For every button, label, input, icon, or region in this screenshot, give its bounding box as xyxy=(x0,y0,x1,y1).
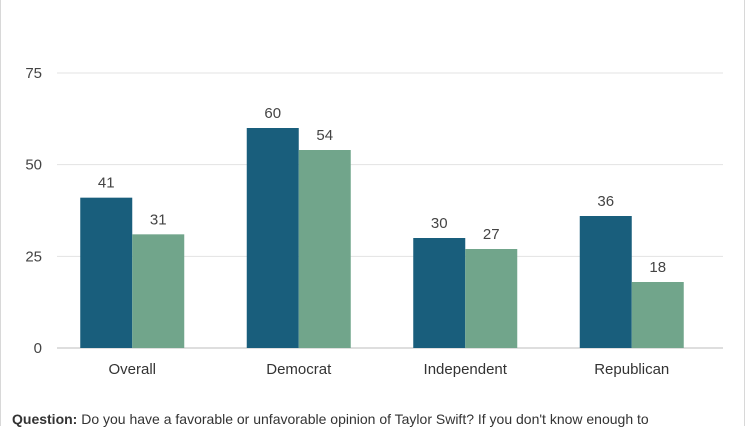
y-tick-label: 50 xyxy=(25,157,42,174)
bar xyxy=(246,128,299,348)
bar-chart: 0 25 50 75 41 31 Overall 60 54 Democrat 30 27 Indepe… xyxy=(25,65,723,378)
data-label: 30 xyxy=(431,215,448,232)
question-text: Do you have a favorable or unfavorable o… xyxy=(77,411,649,427)
bar xyxy=(631,282,684,348)
data-label: 18 xyxy=(649,259,666,276)
data-label: 54 xyxy=(316,127,333,144)
bar xyxy=(465,249,518,348)
x-category-label: Independent xyxy=(424,361,508,378)
data-label: 41 xyxy=(98,175,115,192)
y-tick-label: 75 xyxy=(25,65,42,82)
x-category-label: Overall xyxy=(108,361,156,378)
bar xyxy=(132,234,185,348)
bar xyxy=(298,150,351,348)
data-label: 36 xyxy=(597,193,614,210)
question-footnote: Question: Do you have a favorable or unf… xyxy=(12,409,737,429)
x-category-label: Democrat xyxy=(266,361,332,378)
question-label: Question: xyxy=(12,411,78,427)
y-tick-label: 0 xyxy=(34,340,42,357)
data-label: 31 xyxy=(150,211,167,228)
data-label: 27 xyxy=(483,226,500,243)
data-label: 60 xyxy=(264,105,281,122)
bar xyxy=(579,216,632,348)
y-tick-label: 25 xyxy=(25,248,42,265)
bar xyxy=(413,238,466,348)
bar xyxy=(80,197,133,348)
x-category-label: Republican xyxy=(594,361,669,378)
